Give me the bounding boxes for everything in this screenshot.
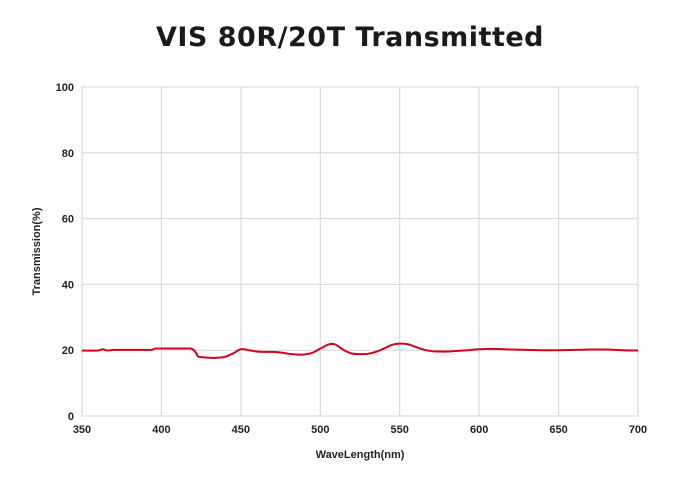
- series-line: [81, 342, 639, 359]
- y-tick-label: 100: [56, 82, 74, 94]
- x-tick-label: 500: [311, 424, 329, 436]
- x-tick-label: 400: [152, 424, 170, 436]
- y-axis-label: Transmission(%): [31, 207, 43, 295]
- x-tick-label: 700: [629, 424, 647, 436]
- x-tick-label: 350: [73, 424, 91, 436]
- grid-lines: [81, 86, 639, 417]
- x-tick-label: 600: [470, 424, 488, 436]
- y-tick-label: 40: [62, 279, 74, 291]
- plot-frame: [81, 86, 639, 417]
- x-axis-label: WaveLength(nm): [316, 449, 405, 461]
- y-tick-label: 20: [62, 345, 74, 357]
- y-tick-label: 80: [62, 148, 74, 160]
- x-tick-label: 450: [232, 424, 250, 436]
- chart-title: VIS 80R/20T Transmitted: [155, 22, 545, 53]
- x-tick-label: 650: [549, 424, 567, 436]
- x-tick-label: 550: [391, 424, 409, 436]
- y-tick-label: 0: [68, 411, 74, 423]
- y-tick-labels: 0 20 40 60 80 100: [56, 82, 74, 423]
- x-tick-labels: 350 400 450 500 550 600 650 700: [73, 424, 647, 436]
- y-tick-label: 60: [62, 214, 74, 226]
